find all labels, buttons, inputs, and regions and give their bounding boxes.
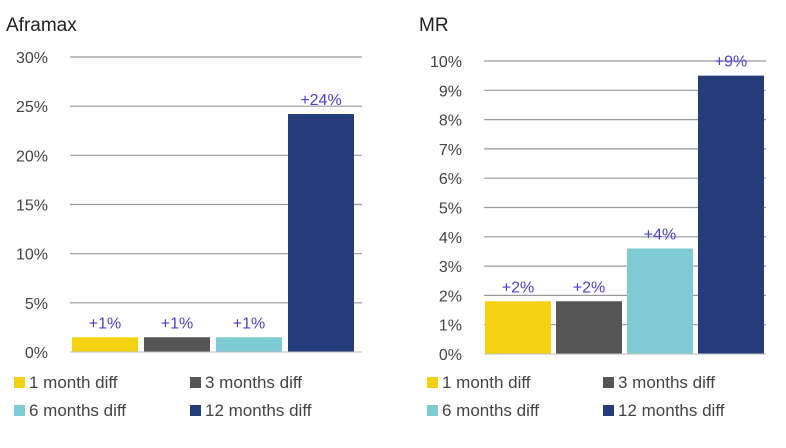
legend-swatch: [603, 377, 614, 388]
bar-3-months: [556, 301, 622, 354]
data-label: +1%: [233, 315, 265, 332]
y-tick-label: 1%: [439, 318, 462, 335]
bar-3-months: [144, 337, 210, 352]
chart-panel-mr: MR 0% 1% 2% 3% 4% 5% 6% 7% 8% 9% 10% +2% +2% +4% +9% 1 m…: [419, 15, 766, 420]
legend-item: 6 months diff: [427, 401, 539, 420]
legend-item: 6 months diff: [14, 401, 126, 420]
legend-label: 1 month diff: [442, 373, 531, 392]
chart-panel-aframax: Aframax 0% 5% 10% 15% 20% 25% 30% +1% +1% +1% +24% 1…: [6, 15, 362, 420]
y-tick-label: 25%: [16, 99, 48, 116]
bar-6-months: [627, 248, 693, 354]
y-tick-label: 15%: [16, 198, 48, 215]
bar-12-months: [698, 75, 764, 355]
data-label: +2%: [573, 279, 605, 296]
legend-label: 3 months diff: [205, 373, 302, 392]
y-tick-label: 30%: [16, 50, 48, 67]
data-label: +2%: [502, 279, 534, 296]
y-tick-label: 3%: [439, 259, 462, 276]
legend-label: 6 months diff: [29, 401, 126, 420]
chart-title: Aframax: [6, 15, 77, 36]
y-tick-label: 7%: [439, 142, 462, 159]
bar-6-months: [216, 337, 282, 352]
y-tick-label: 8%: [439, 113, 462, 130]
legend-label: 12 months diff: [205, 401, 312, 420]
y-tick-label: 10%: [16, 247, 48, 264]
legend-label: 6 months diff: [442, 401, 539, 420]
bar-1-month: [485, 301, 551, 354]
legend-label: 3 months diff: [618, 373, 715, 392]
legend-swatch: [603, 405, 614, 416]
legend-item: 12 months diff: [603, 401, 725, 420]
data-label: +1%: [161, 315, 193, 332]
legend-item: 3 months diff: [190, 373, 302, 392]
y-tick-label: 10%: [430, 54, 462, 71]
data-label: +1%: [89, 315, 121, 332]
legend-item: 1 month diff: [427, 373, 531, 392]
y-tick-label: 0%: [25, 345, 48, 362]
legend-label: 12 months diff: [618, 401, 725, 420]
legend-swatch: [190, 377, 201, 388]
y-tick-label: 5%: [25, 296, 48, 313]
y-tick-label: 20%: [16, 148, 48, 165]
y-tick-label: 5%: [439, 201, 462, 218]
y-tick-label: 9%: [439, 83, 462, 100]
bar-12-months: [288, 114, 354, 353]
bar-1-month: [72, 337, 138, 352]
y-tick-label: 6%: [439, 171, 462, 188]
chart-title: MR: [419, 15, 449, 36]
legend-item: 3 months diff: [603, 373, 715, 392]
legend-swatch: [14, 377, 25, 388]
legend-swatch: [427, 377, 438, 388]
legend-swatch: [14, 405, 25, 416]
y-tick-label: 0%: [439, 347, 462, 364]
legend-item: 12 months diff: [190, 401, 312, 420]
data-label: +24%: [300, 92, 341, 109]
data-label: +9%: [715, 54, 747, 71]
legend-item: 1 month diff: [14, 373, 118, 392]
legend-label: 1 month diff: [29, 373, 118, 392]
legend-swatch: [427, 405, 438, 416]
legend-swatch: [190, 405, 201, 416]
y-tick-label: 2%: [439, 288, 462, 305]
data-label: +4%: [644, 227, 676, 244]
y-tick-label: 4%: [439, 230, 462, 247]
